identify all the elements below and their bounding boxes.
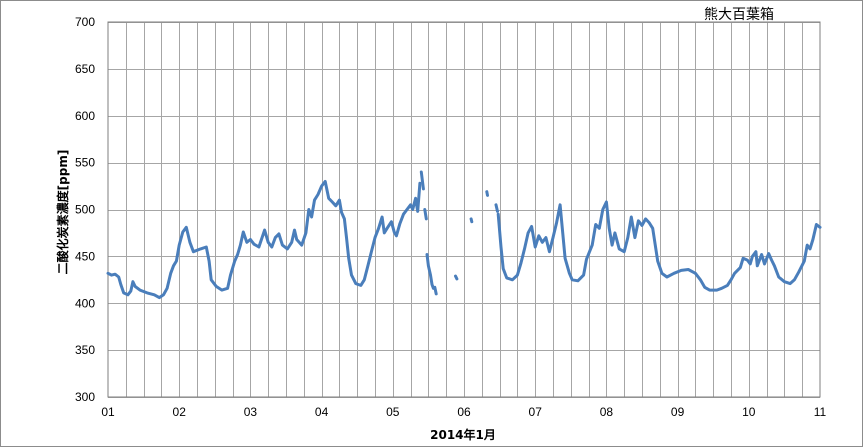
x-tick-label: 07 — [529, 405, 543, 419]
y-axis-title: 二酸化炭素濃度[ppm] — [55, 150, 70, 275]
y-tick-label: 600 — [75, 109, 95, 123]
x-tick-label: 11 — [814, 405, 827, 419]
co2-line-segment — [469, 217, 474, 224]
co2-line-segment — [496, 200, 822, 292]
x-axis-title: 2014年1月 — [430, 427, 496, 442]
y-tick-label: 650 — [75, 62, 95, 76]
x-tick-label: 08 — [600, 405, 614, 419]
y-tick-label: 300 — [75, 390, 95, 404]
y-tick-labels: 300 350 400 450 500 550 600 650 700 — [75, 15, 95, 404]
co2-line-segment — [433, 285, 438, 296]
x-tick-label: 09 — [671, 405, 685, 419]
co2-line-segment — [425, 253, 435, 290]
x-tick-label: 04 — [315, 405, 329, 419]
co2-line-segment — [419, 170, 425, 191]
x-tick-labels: 01 02 03 04 05 06 07 08 09 10 11 — [101, 405, 826, 419]
co2-line-segment — [494, 203, 499, 213]
x-tick-label: 03 — [244, 405, 258, 419]
co2-line-segment — [423, 208, 428, 221]
plot-area — [107, 21, 821, 398]
x-tick-label: 02 — [173, 405, 187, 419]
y-tick-label: 350 — [75, 343, 95, 357]
co2-line-segment — [485, 190, 489, 197]
co2-line-segment — [106, 179, 422, 300]
y-tick-label: 700 — [75, 15, 95, 29]
x-tick-label: 10 — [742, 405, 756, 419]
watermark-label: 熊大百葉箱 — [704, 7, 774, 23]
x-tick-label: 05 — [386, 405, 400, 419]
y-tick-label: 500 — [75, 203, 95, 217]
y-tick-label: 550 — [75, 156, 95, 170]
x-tick-label: 06 — [457, 405, 471, 419]
co2-line-segment — [454, 274, 459, 281]
grid — [108, 22, 820, 398]
co2-series — [106, 170, 822, 300]
y-tick-label: 400 — [75, 296, 95, 310]
x-tick-label: 01 — [101, 405, 115, 419]
y-tick-label: 450 — [75, 249, 95, 263]
